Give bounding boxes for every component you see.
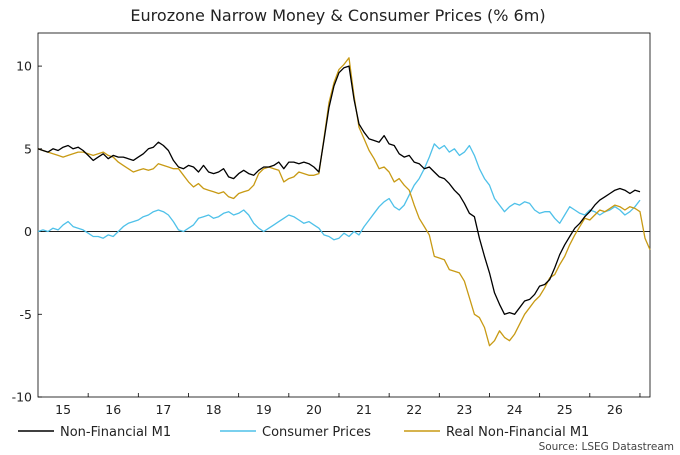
legend-label: Consumer Prices bbox=[262, 425, 371, 440]
x-tick-label: 17 bbox=[155, 402, 171, 417]
y-tick-label: 10 bbox=[16, 59, 32, 74]
x-tick-label: 19 bbox=[256, 402, 272, 417]
legend: Non-Financial M1 Consumer Prices Real Non-… bbox=[18, 425, 589, 440]
series-lines bbox=[37, 57, 651, 347]
x-axis: 15 16 17 18 19 20 21 22 23 24 25 26 bbox=[55, 393, 641, 417]
y-axis: 10 5 0 -5 -10 bbox=[12, 59, 42, 405]
x-tick-label: 20 bbox=[306, 402, 322, 417]
y-tick-label: -10 bbox=[12, 390, 32, 405]
plot-area bbox=[37, 32, 651, 398]
y-tick-label: 0 bbox=[24, 224, 32, 239]
y-tick-label: 5 bbox=[24, 141, 32, 156]
x-tick-label: 21 bbox=[356, 402, 372, 417]
x-tick-label: 25 bbox=[557, 402, 573, 417]
x-tick-label: 24 bbox=[507, 402, 523, 417]
y-tick-label: -5 bbox=[20, 307, 32, 322]
series-line-real-non-financial-m1 bbox=[37, 57, 651, 347]
plot-frame bbox=[37, 32, 651, 398]
x-tick-label: 16 bbox=[105, 402, 121, 417]
series-line-consumer-prices bbox=[37, 143, 641, 241]
x-tick-label: 22 bbox=[406, 402, 422, 417]
chart-source: Source: LSEG Datastream bbox=[539, 441, 674, 453]
x-tick-label: 15 bbox=[55, 402, 71, 417]
legend-label: Non-Financial M1 bbox=[60, 425, 171, 440]
x-tick-label: 18 bbox=[206, 402, 222, 417]
chart-title: Eurozone Narrow Money & Consumer Prices … bbox=[130, 6, 545, 25]
series-line-non-financial-m1 bbox=[37, 65, 641, 315]
x-tick-label: 26 bbox=[607, 402, 623, 417]
legend-label: Real Non-Financial M1 bbox=[446, 425, 589, 440]
x-tick-label: 23 bbox=[456, 402, 472, 417]
